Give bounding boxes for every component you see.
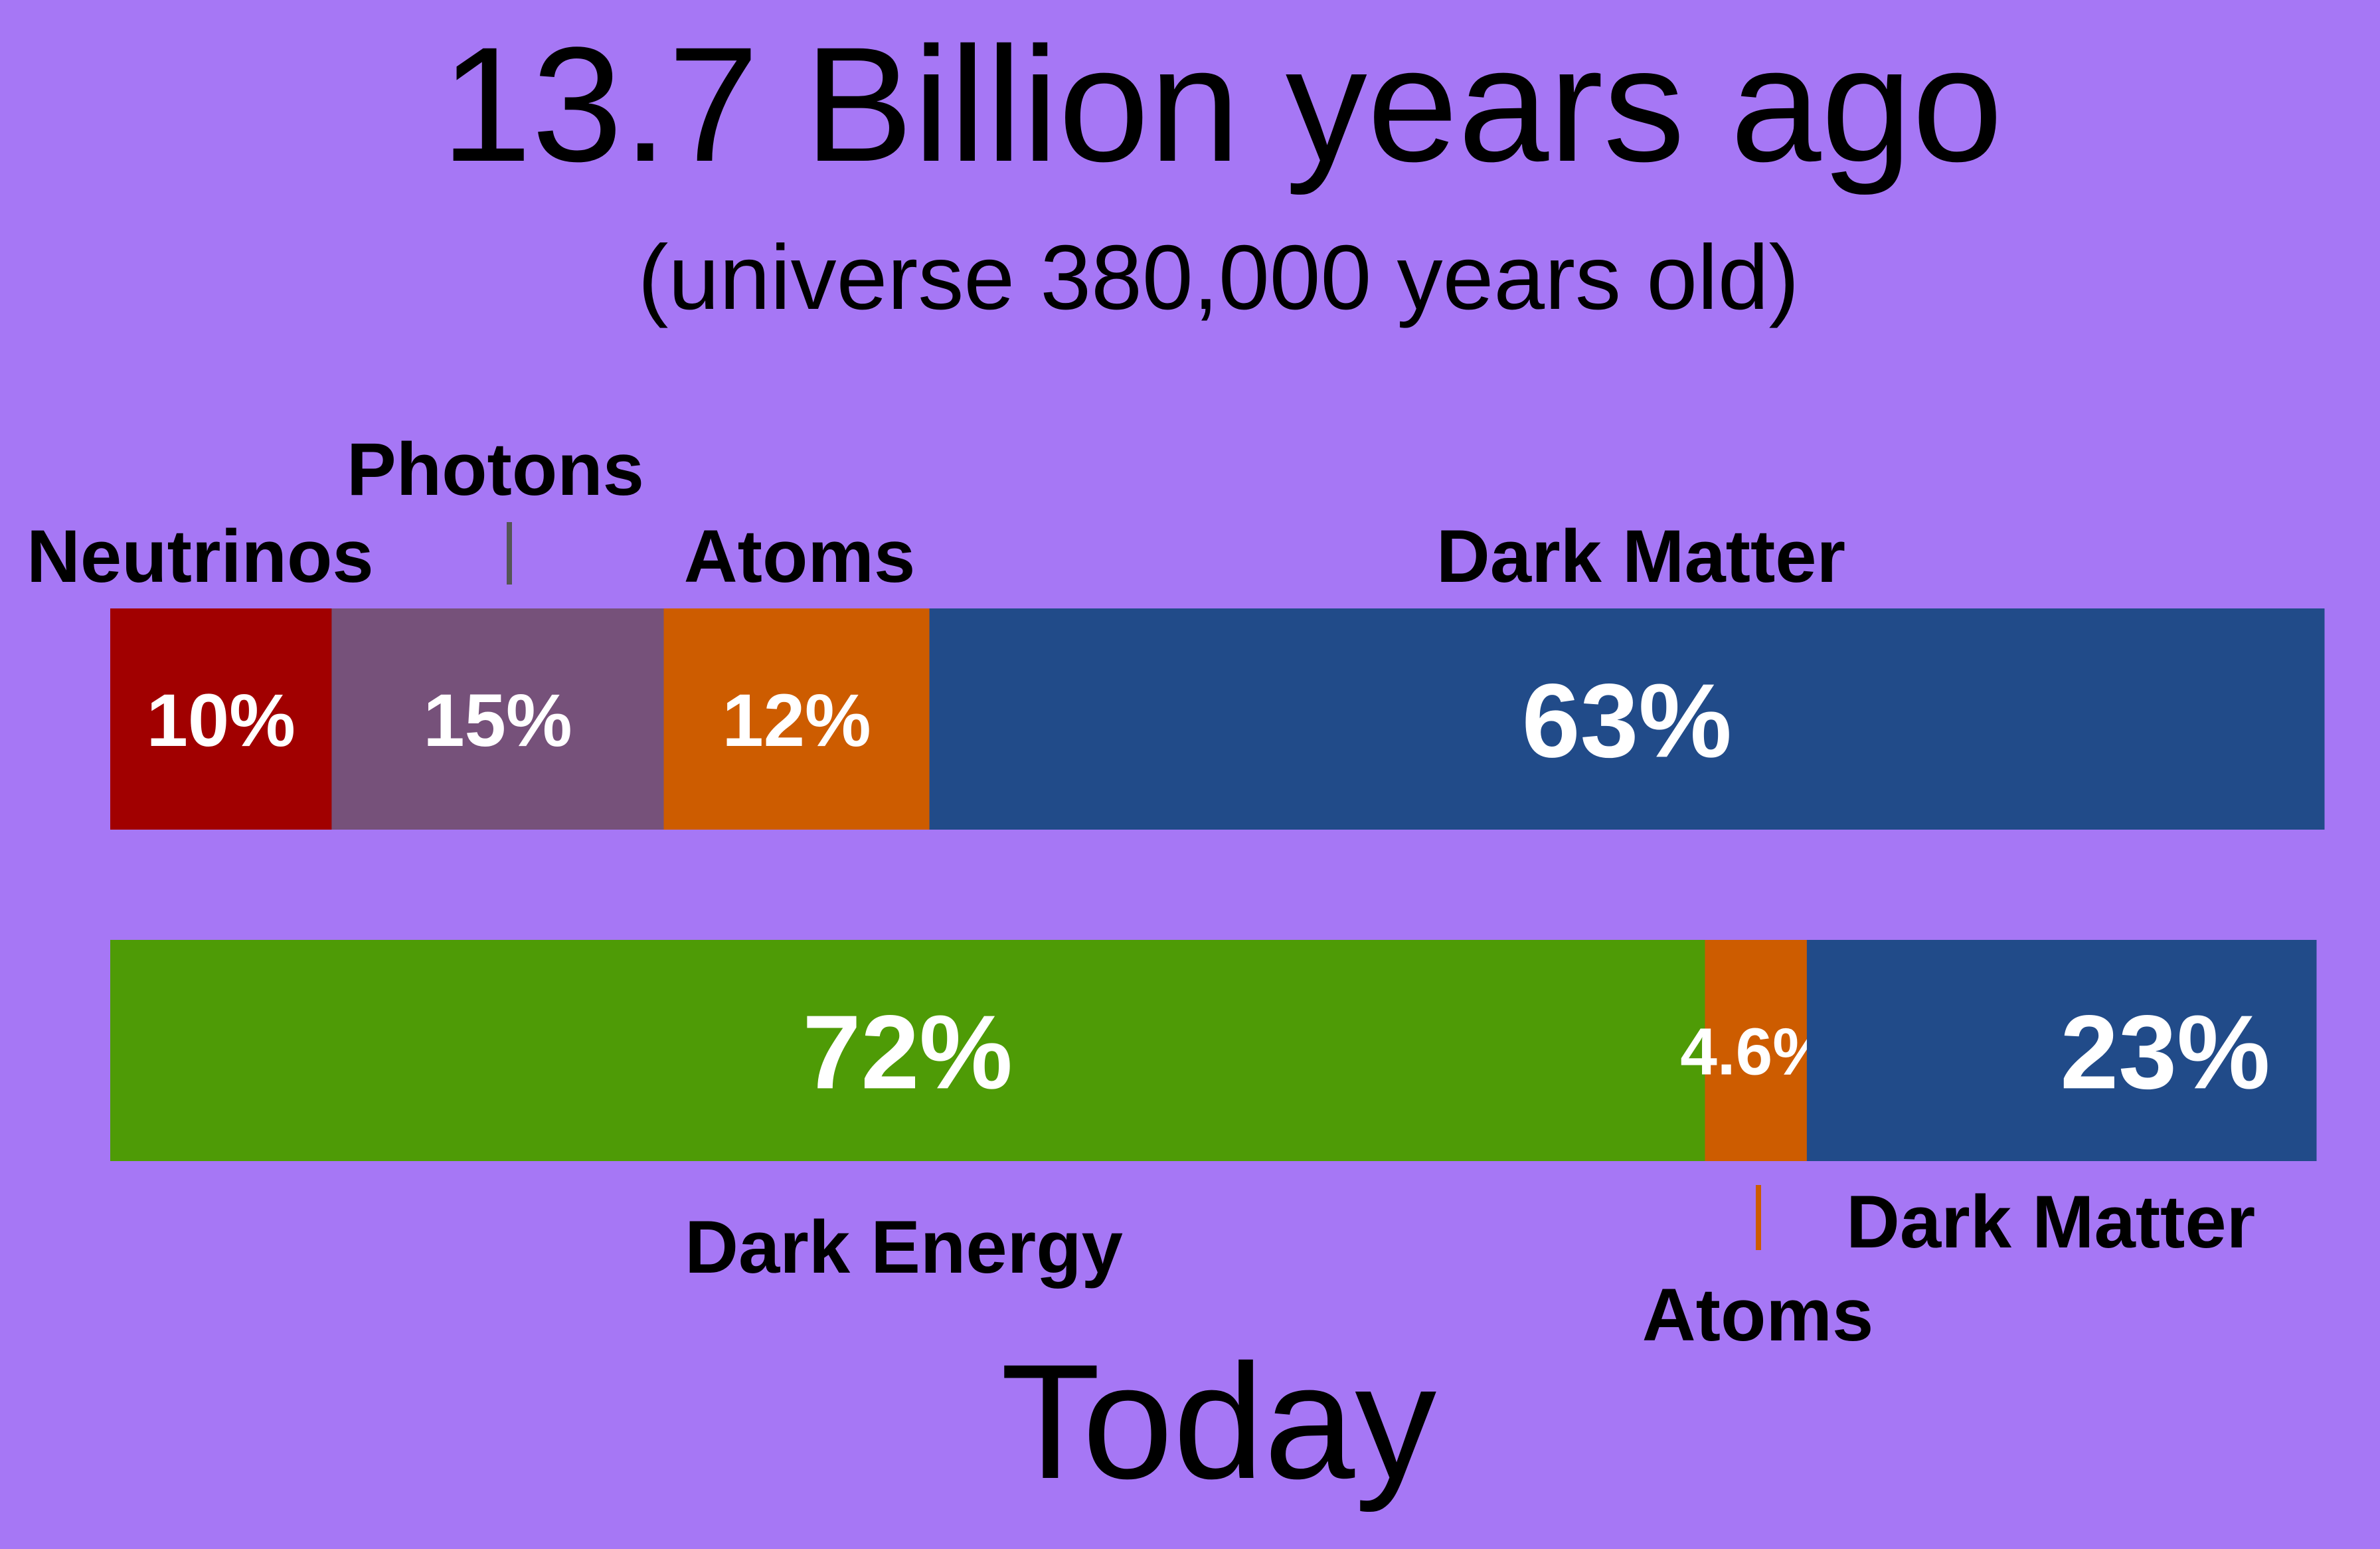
bar-segment-dark-energy (110, 940, 1705, 1161)
category-label: Atoms (1642, 1273, 1873, 1356)
category-label: Neutrinos (27, 515, 374, 598)
bottom-title: Today (1001, 1330, 1436, 1513)
bar-segment-atoms (1705, 940, 1808, 1161)
value-label: 15% (423, 679, 572, 762)
category-label: Dark Energy (685, 1206, 1123, 1289)
chart-title: 13.7 Billion years ago (441, 13, 2003, 196)
category-label: Dark Matter (1436, 515, 1845, 598)
category-label: Photons (347, 428, 644, 511)
value-label: 63% (1522, 662, 1732, 779)
category-label: Atoms (684, 515, 915, 598)
value-label: 10% (147, 679, 296, 762)
bar-segment-dark-matter (929, 608, 2325, 830)
value-label: 72% (803, 994, 1013, 1111)
stacked-bar-2: 72% 4.6% 23% Dark Energy Atoms Dark Matter (110, 940, 2317, 1356)
category-label: Dark Matter (1846, 1180, 2255, 1263)
value-label: 23% (2060, 994, 2270, 1111)
bar-segment-neutrinos (110, 608, 332, 830)
chart-subtitle: (universe 380,000 years old) (638, 227, 1800, 329)
bar-segment-atoms (663, 608, 930, 830)
value-label: 4.6% (1680, 1015, 1831, 1089)
bar-segment-dark-matter (1806, 940, 2317, 1161)
bar-segment-photons (331, 608, 664, 830)
value-label: 12% (722, 679, 871, 762)
